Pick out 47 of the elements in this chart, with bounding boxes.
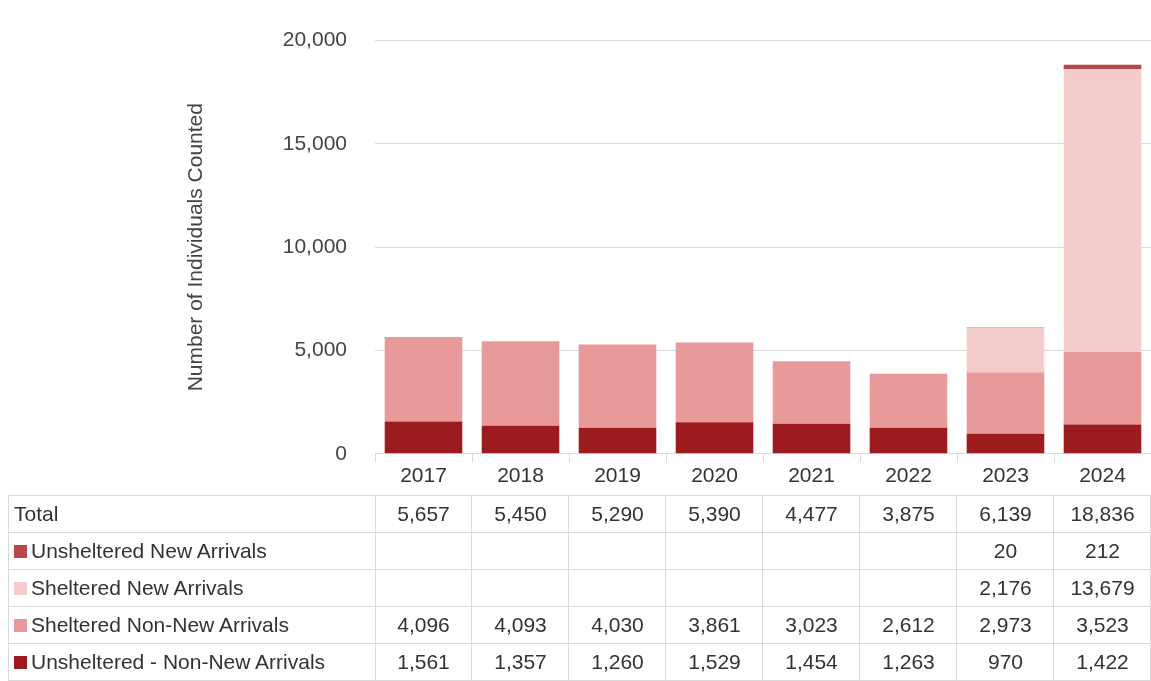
data-label: 20 [992,537,1019,564]
y-tick-label: 5,000 [294,337,347,361]
x-tick-label: 2022 [885,463,932,487]
data-label: 212 [1083,537,1121,564]
data-label: 2,973 [978,611,1033,638]
data-label: 4,093 [493,611,548,638]
data-label: 1,260 [590,648,645,675]
legend-label: Unsheltered - Non-New Arrivals [30,648,327,675]
y-axis-title: Number of Individuals Counted [183,103,207,392]
data-label: 1,357 [493,648,548,675]
legend-label: Sheltered New Arrivals [30,574,245,601]
data-label: 1,561 [396,648,451,675]
data-label: 1,454 [784,648,839,675]
data-label: 1,422 [1075,648,1130,675]
legend-label: Sheltered Non-New Arrivals [30,611,290,638]
x-tick-label: 2020 [691,463,738,487]
text: Total [13,500,60,527]
data-label: 2,612 [881,611,936,638]
data-label: 1,529 [687,648,742,675]
x-tick-label: 2018 [497,463,544,487]
x-tick-label: 2017 [400,463,447,487]
legend-label: Unsheltered New Arrivals [30,537,268,564]
total-label: 5,657 [396,500,451,527]
total-label: 4,477 [784,500,839,527]
x-tick-label: 2023 [982,463,1029,487]
data-label: 1,263 [881,648,936,675]
x-tick-label: 2019 [594,463,641,487]
total-label: 5,390 [687,500,742,527]
data-label: 3,861 [687,611,742,638]
x-tick-label: 2024 [1079,463,1127,487]
y-tick-label: 20,000 [282,27,347,51]
data-label: 3,523 [1075,611,1130,638]
y-tick-label: 0 [335,440,347,464]
total-label: 18,836 [1069,500,1136,527]
y-tick-label: 10,000 [282,234,347,257]
data-label: 3,023 [784,611,839,638]
total-label: 3,875 [881,500,936,527]
data-label: 970 [986,648,1024,675]
total-label: 5,290 [590,500,645,527]
data-label: 13,679 [1069,574,1136,601]
total-label: 5,450 [493,500,548,527]
x-tick-label: 2021 [788,463,835,487]
data-label: 4,030 [590,611,645,638]
y-tick-label: 15,000 [282,130,347,154]
data-label: 2,176 [978,574,1033,601]
total-label: 6,139 [978,500,1033,527]
data-label: 4,096 [396,611,451,638]
